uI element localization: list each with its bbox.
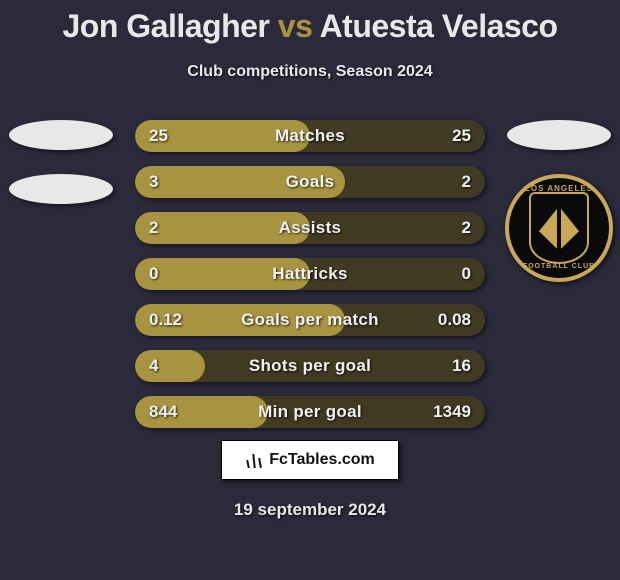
player1-name: Jon Gallagher xyxy=(62,8,269,44)
subtitle: Club competitions, Season 2024 xyxy=(0,63,620,81)
stat-value-left: 844 xyxy=(149,402,177,422)
stat-value-right: 16 xyxy=(452,356,471,376)
stat-value-right: 0.08 xyxy=(438,310,471,330)
stat-value-left: 4 xyxy=(149,356,158,376)
brand-logo[interactable]: FcTables.com xyxy=(221,440,399,480)
placeholder-oval-icon xyxy=(9,120,113,150)
stat-label: Assists xyxy=(279,218,342,238)
stat-row: 25 Matches 25 xyxy=(135,120,485,152)
stat-value-left: 25 xyxy=(149,126,168,146)
badge-bottom-text: FOOTBALL CLUB xyxy=(509,263,609,270)
footer-date: 19 september 2024 xyxy=(234,500,386,520)
player2-crest-column: LOS ANGELES FOOTBALL CLUB xyxy=(504,120,614,282)
stat-label: Shots per goal xyxy=(249,356,371,376)
stat-label: Goals per match xyxy=(241,310,379,330)
vs-word: vs xyxy=(278,8,313,44)
stat-value-right: 1349 xyxy=(433,402,471,422)
brand-text: FcTables.com xyxy=(269,451,375,469)
stat-row: 0 Hattricks 0 xyxy=(135,258,485,290)
stat-value-left: 0 xyxy=(149,264,158,284)
player2-name: Atuesta Velasco xyxy=(320,8,558,44)
placeholder-oval-icon xyxy=(507,120,611,150)
page-title: Jon Gallagher vs Atuesta Velasco xyxy=(0,0,620,45)
stat-label: Goals xyxy=(286,172,335,192)
club-badge-lafc: LOS ANGELES FOOTBALL CLUB xyxy=(505,174,613,282)
stat-value-left: 3 xyxy=(149,172,158,192)
stat-value-right: 2 xyxy=(462,218,471,238)
stat-row: 4 Shots per goal 16 xyxy=(135,350,485,382)
brand-chart-icon xyxy=(245,450,265,470)
stat-row: 2 Assists 2 xyxy=(135,212,485,244)
badge-wing-icon xyxy=(561,209,579,252)
stat-label: Matches xyxy=(275,126,345,146)
stat-value-right: 2 xyxy=(462,172,471,192)
stat-row: 3 Goals 2 xyxy=(135,166,485,198)
player1-crest-column xyxy=(6,120,116,204)
stat-value-right: 0 xyxy=(462,264,471,284)
stat-row: 0.12 Goals per match 0.08 xyxy=(135,304,485,336)
stat-value-left: 0.12 xyxy=(149,310,182,330)
badge-wing-icon xyxy=(539,209,557,252)
placeholder-oval-icon xyxy=(9,174,113,204)
stat-label: Hattricks xyxy=(272,264,347,284)
stat-fill xyxy=(135,350,205,382)
stat-row: 844 Min per goal 1349 xyxy=(135,396,485,428)
stat-value-right: 25 xyxy=(452,126,471,146)
stat-value-left: 2 xyxy=(149,218,158,238)
stats-bars: 25 Matches 25 3 Goals 2 2 Assists 2 0 Ha… xyxy=(135,120,485,428)
badge-shield-icon xyxy=(529,192,589,264)
stat-label: Min per goal xyxy=(258,402,362,422)
